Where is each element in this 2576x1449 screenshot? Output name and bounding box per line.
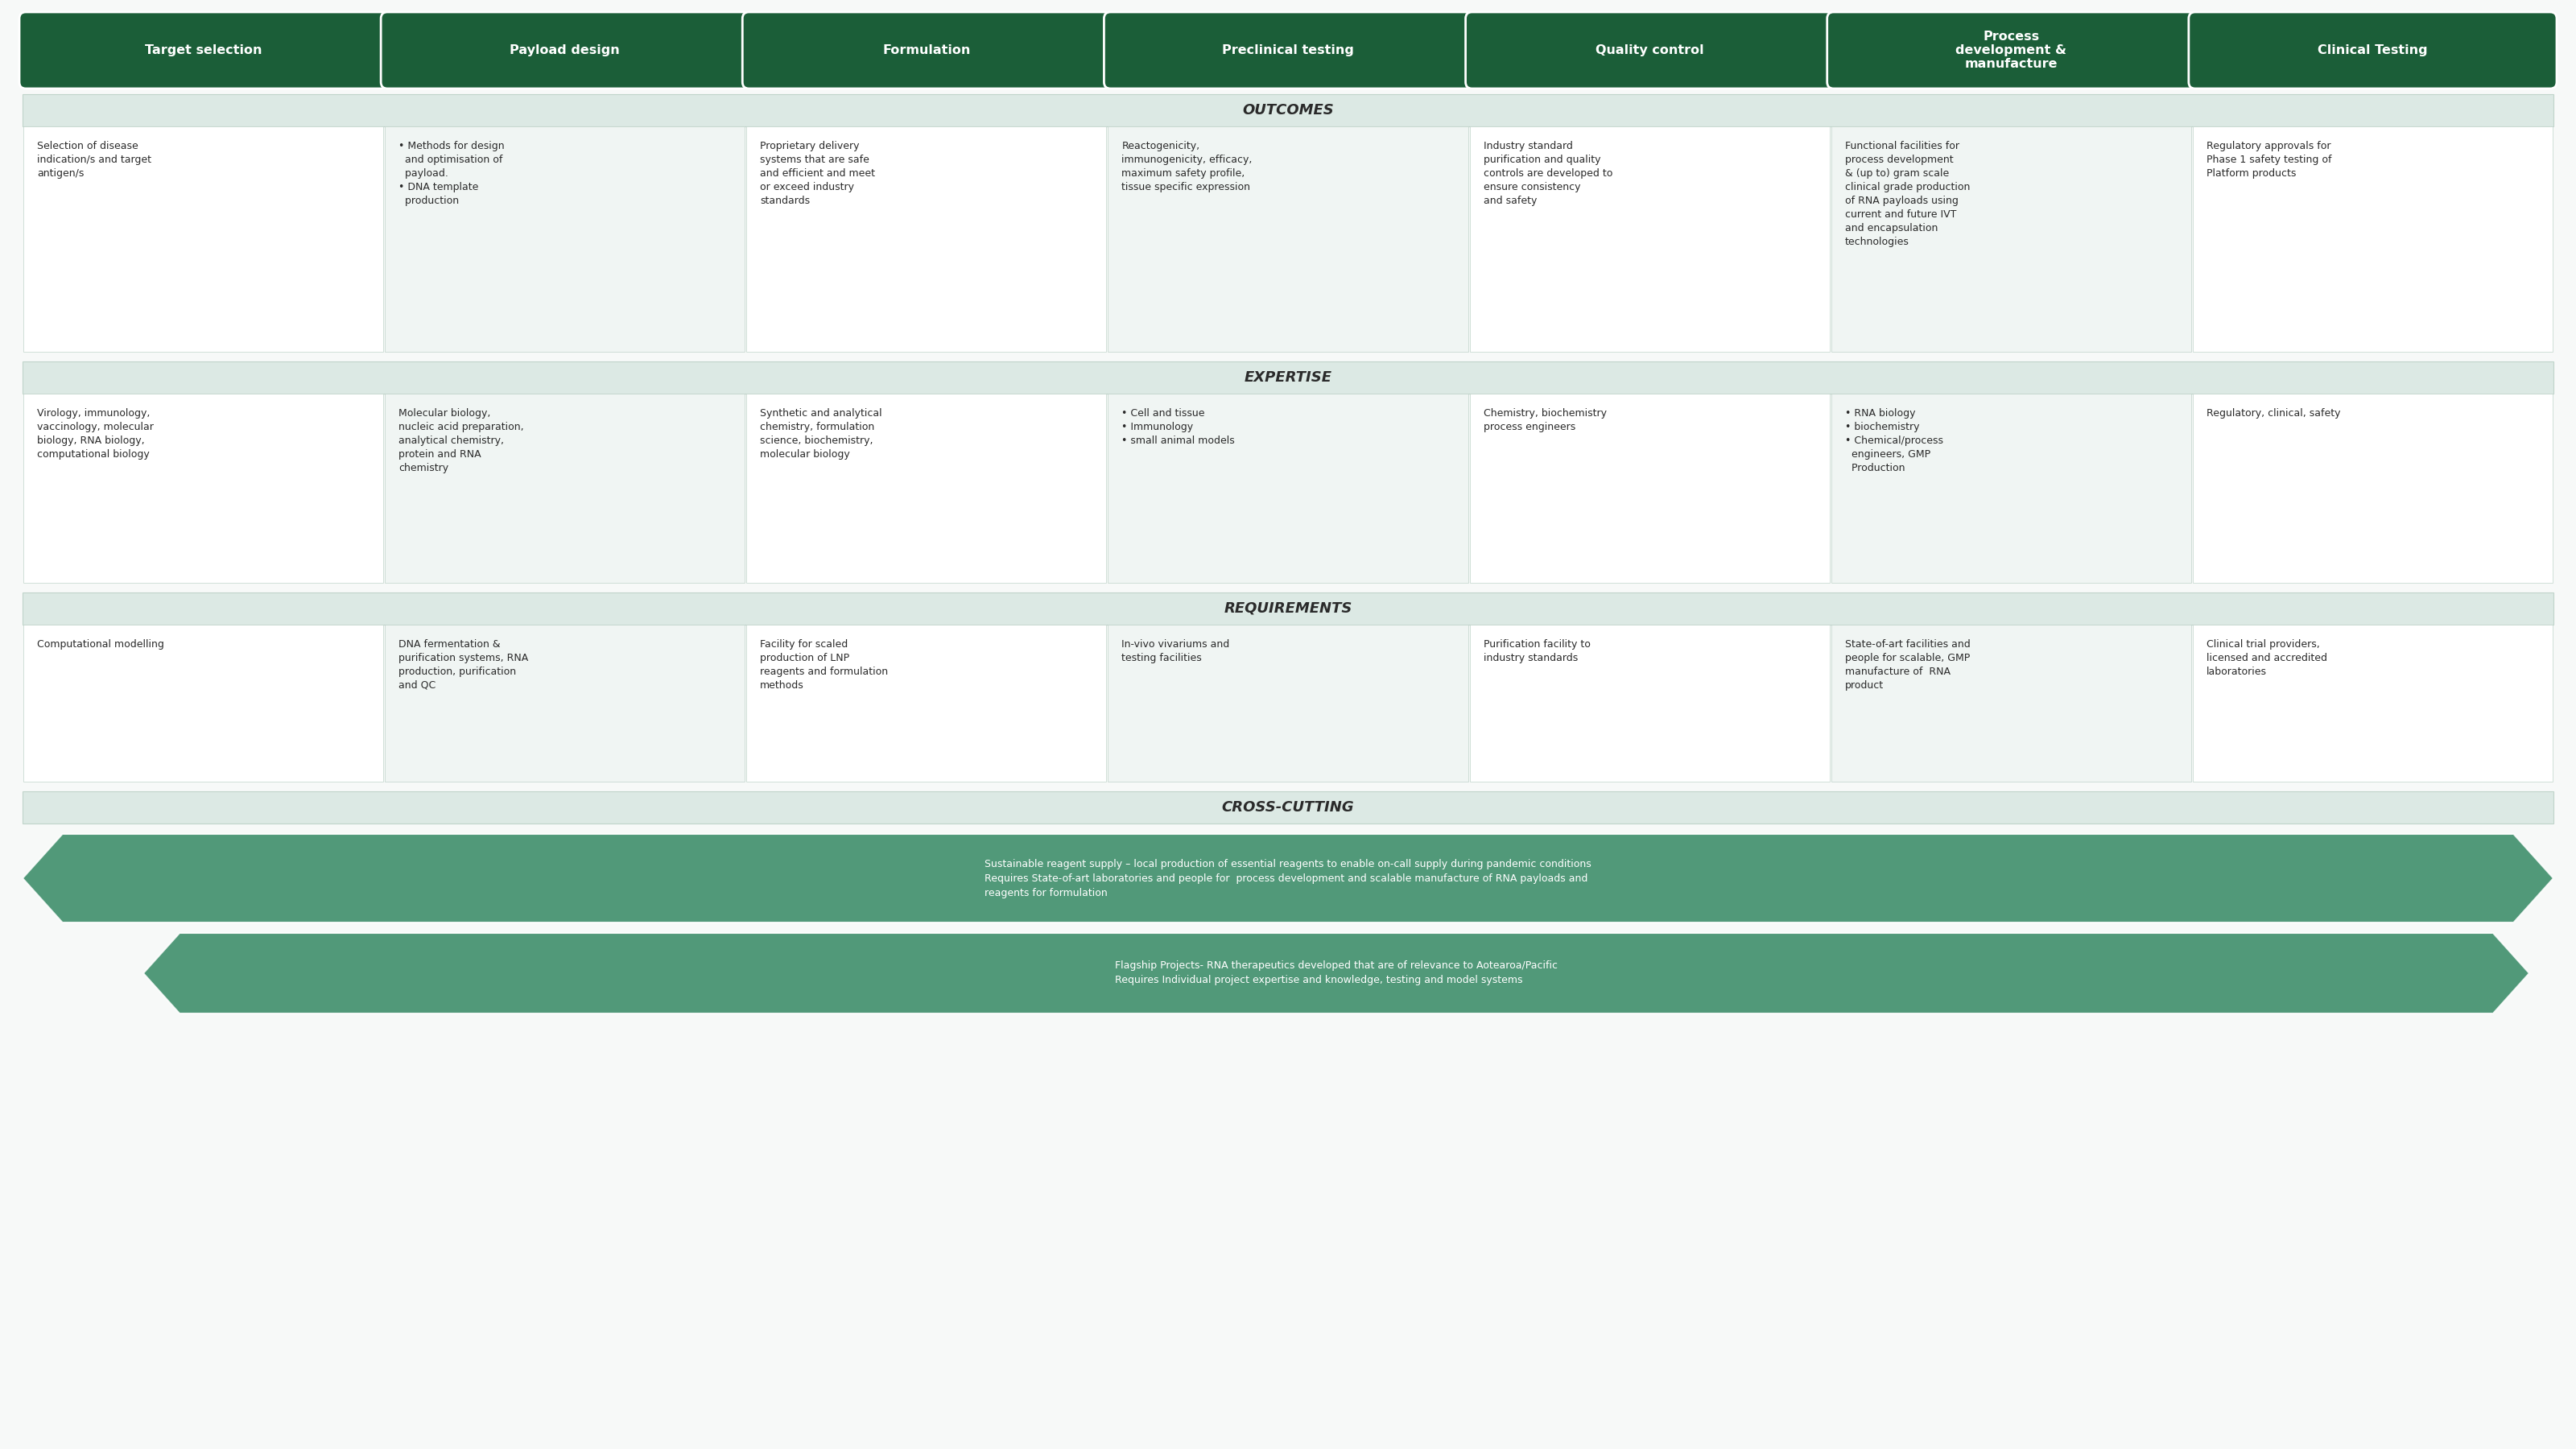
FancyBboxPatch shape (1468, 394, 1829, 582)
Text: OUTCOMES: OUTCOMES (1242, 103, 1334, 117)
FancyBboxPatch shape (384, 394, 744, 582)
FancyBboxPatch shape (747, 625, 1108, 781)
Text: Clinical Testing: Clinical Testing (2318, 45, 2427, 57)
Polygon shape (23, 835, 2553, 923)
Text: Purification facility to
industry standards: Purification facility to industry standa… (1484, 639, 1589, 664)
FancyBboxPatch shape (1108, 625, 1468, 781)
Text: Payload design: Payload design (510, 45, 621, 57)
Text: DNA fermentation &
purification systems, RNA
production, purification
and QC: DNA fermentation & purification systems,… (399, 639, 528, 691)
Text: Process
development &
manufacture: Process development & manufacture (1955, 30, 2066, 71)
Text: Functional facilities for
process development
& (up to) gram scale
clinical grad: Functional facilities for process develo… (1844, 141, 1971, 248)
FancyBboxPatch shape (1832, 625, 2192, 781)
FancyBboxPatch shape (1468, 126, 1829, 352)
Text: Formulation: Formulation (884, 45, 971, 57)
Text: Proprietary delivery
systems that are safe
and efficient and meet
or exceed indu: Proprietary delivery systems that are sa… (760, 141, 876, 206)
FancyBboxPatch shape (23, 625, 384, 781)
Polygon shape (144, 933, 2530, 1013)
FancyBboxPatch shape (2192, 126, 2553, 352)
FancyBboxPatch shape (747, 394, 1108, 582)
Text: Clinical trial providers,
licensed and accredited
laboratories: Clinical trial providers, licensed and a… (2208, 639, 2326, 677)
Text: Selection of disease
indication/s and target
antigen/s: Selection of disease indication/s and ta… (36, 141, 152, 178)
FancyBboxPatch shape (1826, 12, 2195, 88)
FancyBboxPatch shape (1108, 394, 1468, 582)
Text: State-of-art facilities and
people for scalable, GMP
manufacture of  RNA
product: State-of-art facilities and people for s… (1844, 639, 1971, 691)
Text: In-vivo vivariums and
testing facilities: In-vivo vivariums and testing facilities (1121, 639, 1229, 664)
FancyBboxPatch shape (1108, 126, 1468, 352)
Text: • Cell and tissue
• Immunology
• small animal models: • Cell and tissue • Immunology • small a… (1121, 409, 1234, 446)
Text: Facility for scaled
production of LNP
reagents and formulation
methods: Facility for scaled production of LNP re… (760, 639, 889, 691)
Text: Molecular biology,
nucleic acid preparation,
analytical chemistry,
protein and R: Molecular biology, nucleic acid preparat… (399, 409, 523, 474)
Text: Regulatory, clinical, safety: Regulatory, clinical, safety (2208, 409, 2342, 419)
FancyBboxPatch shape (2192, 625, 2553, 781)
FancyBboxPatch shape (1105, 12, 1471, 88)
Text: Quality control: Quality control (1595, 45, 1703, 57)
FancyBboxPatch shape (23, 791, 2553, 823)
Text: CROSS-CUTTING: CROSS-CUTTING (1221, 800, 1355, 814)
FancyBboxPatch shape (1468, 625, 1829, 781)
FancyBboxPatch shape (2192, 394, 2553, 582)
FancyBboxPatch shape (384, 625, 744, 781)
FancyBboxPatch shape (742, 12, 1110, 88)
Text: Chemistry, biochemistry
process engineers: Chemistry, biochemistry process engineer… (1484, 409, 1607, 432)
FancyBboxPatch shape (23, 126, 384, 352)
Text: Industry standard
purification and quality
controls are developed to
ensure cons: Industry standard purification and quali… (1484, 141, 1613, 206)
Text: EXPERTISE: EXPERTISE (1244, 371, 1332, 385)
Text: Reactogenicity,
immunogenicity, efficacy,
maximum safety profile,
tissue specifi: Reactogenicity, immunogenicity, efficacy… (1121, 141, 1252, 193)
FancyBboxPatch shape (23, 593, 2553, 625)
Text: Synthetic and analytical
chemistry, formulation
science, biochemistry,
molecular: Synthetic and analytical chemistry, form… (760, 409, 881, 459)
FancyBboxPatch shape (747, 126, 1108, 352)
FancyBboxPatch shape (1466, 12, 1834, 88)
Text: Target selection: Target selection (144, 45, 263, 57)
Text: • Methods for design
  and optimisation of
  payload.
• DNA template
  productio: • Methods for design and optimisation of… (399, 141, 505, 206)
FancyBboxPatch shape (1832, 126, 2192, 352)
FancyBboxPatch shape (384, 126, 744, 352)
FancyBboxPatch shape (381, 12, 750, 88)
FancyBboxPatch shape (23, 94, 2553, 126)
Text: Preclinical testing: Preclinical testing (1221, 45, 1355, 57)
Text: • RNA biology
• biochemistry
• Chemical/process
  engineers, GMP
  Production: • RNA biology • biochemistry • Chemical/… (1844, 409, 1942, 474)
Text: REQUIREMENTS: REQUIREMENTS (1224, 601, 1352, 616)
Text: Computational modelling: Computational modelling (36, 639, 165, 649)
Text: Virology, immunology,
vaccinology, molecular
biology, RNA biology,
computational: Virology, immunology, vaccinology, molec… (36, 409, 155, 459)
FancyBboxPatch shape (21, 12, 386, 88)
Text: Sustainable reagent supply – local production of essential reagents to enable on: Sustainable reagent supply – local produ… (984, 858, 1592, 898)
Text: Flagship Projects- RNA therapeutics developed that are of relevance to Aotearoa/: Flagship Projects- RNA therapeutics deve… (1115, 961, 1558, 985)
FancyBboxPatch shape (23, 394, 384, 582)
FancyBboxPatch shape (2190, 12, 2555, 88)
FancyBboxPatch shape (1832, 394, 2192, 582)
Text: Regulatory approvals for
Phase 1 safety testing of
Platform products: Regulatory approvals for Phase 1 safety … (2208, 141, 2331, 178)
FancyBboxPatch shape (23, 361, 2553, 394)
